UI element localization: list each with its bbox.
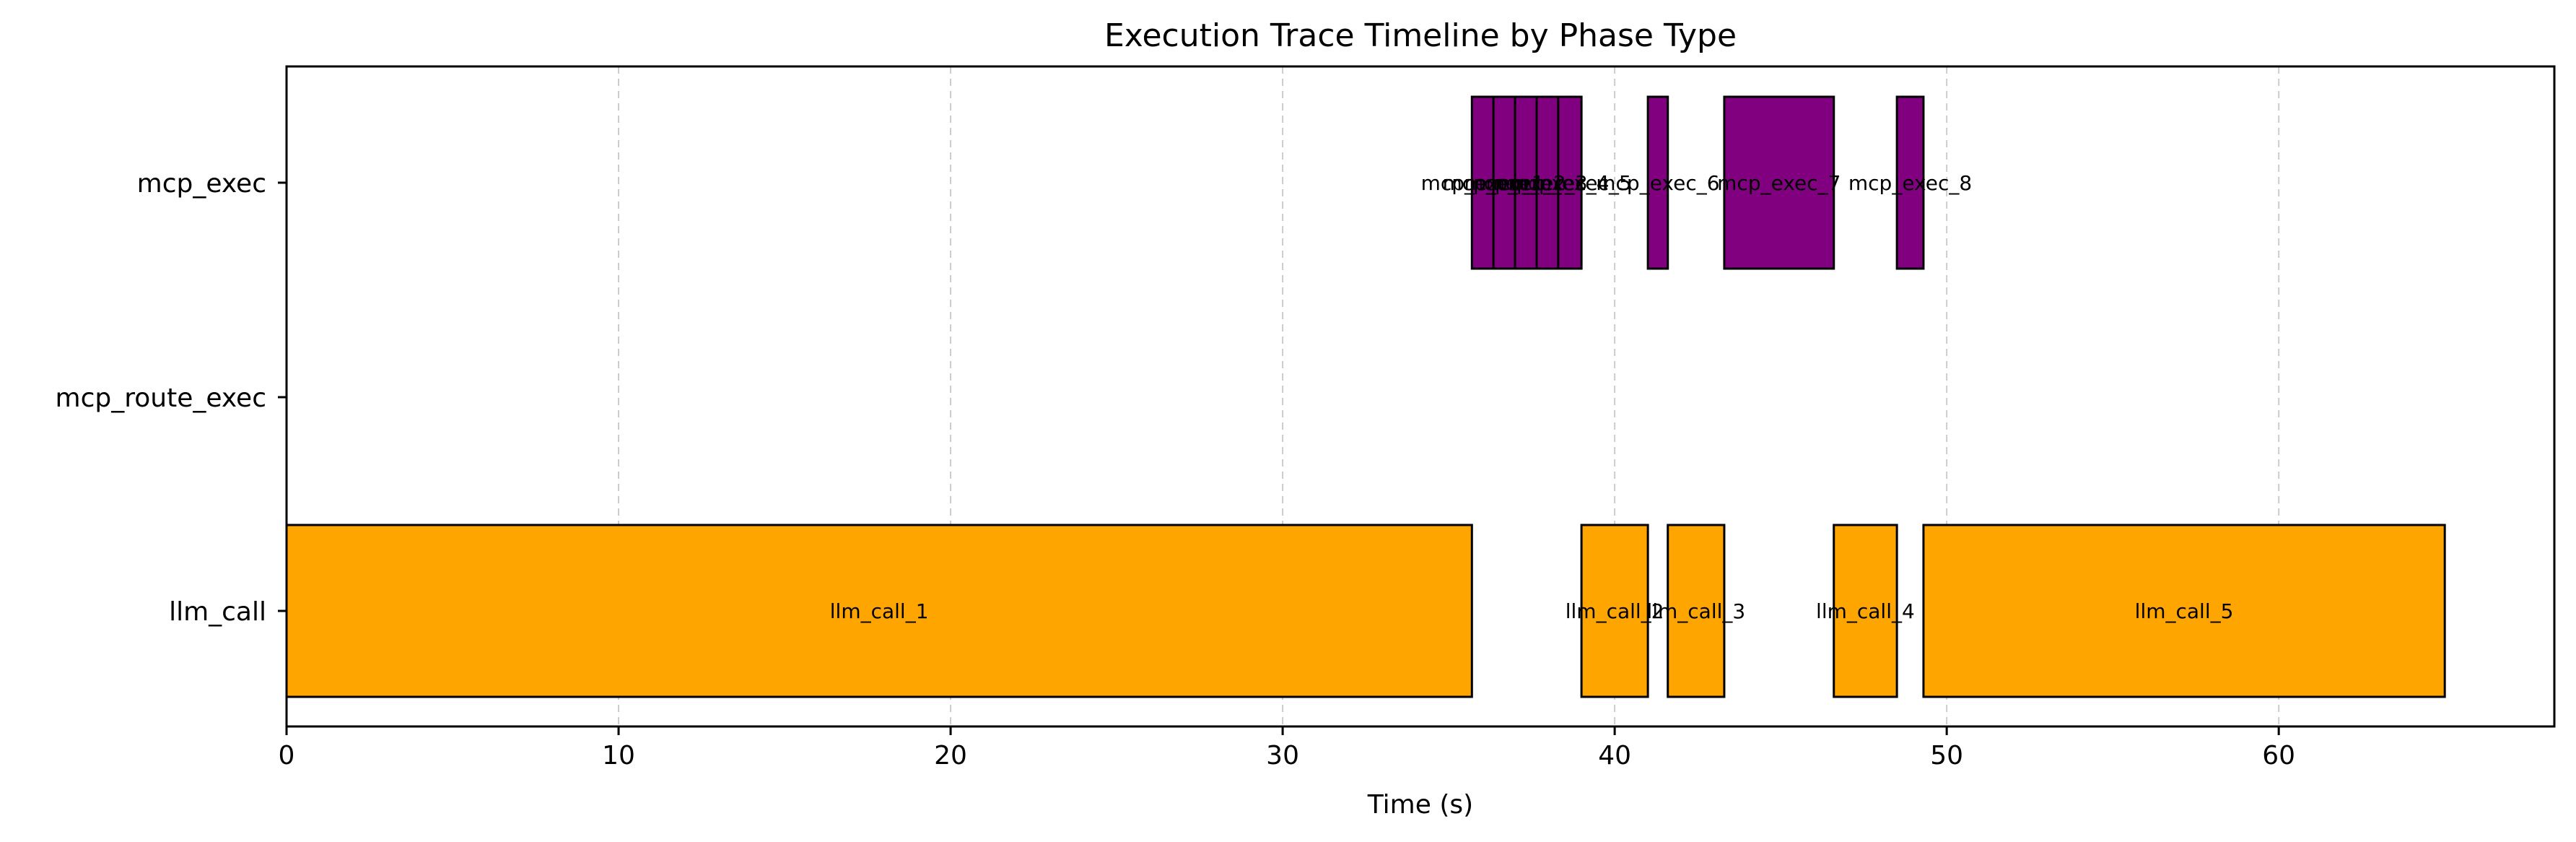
y-tick-label: mcp_route_exec (56, 383, 266, 413)
x-tick-label: 50 (1930, 741, 1963, 771)
bar-mcp_exec_7 (1723, 95, 1835, 270)
bar-mcp_exec_2 (1492, 95, 1516, 270)
bar-label-llm_call_2: llm_call_2 (1566, 599, 1664, 623)
x-tick-label: 60 (2262, 741, 2295, 771)
bar-label-mcp_exec_2: mcp_exec_2 (1442, 171, 1566, 195)
x-tick-label: 0 (279, 741, 295, 771)
bar-label-llm_call_4: llm_call_4 (1816, 599, 1915, 623)
bar-llm_call_4 (1833, 524, 1898, 698)
bar-label-mcp_exec_8: mcp_exec_8 (1848, 171, 1972, 195)
bar-label-mcp_exec_7: mcp_exec_7 (1717, 171, 1841, 195)
bar-label-llm_call_3: llm_call_3 (1646, 599, 1745, 623)
bar-label-mcp_exec_3: mcp_exec_3 (1464, 171, 1587, 195)
bar-segments (285, 95, 2446, 698)
y-tick-label: mcp_exec (137, 169, 266, 199)
x-tick-label: 10 (602, 741, 635, 771)
chart-title: Execution Trace Timeline by Phase Type (1104, 17, 1737, 54)
bar-mcp_exec_8 (1895, 95, 1925, 270)
bar-label-mcp_exec_1: mcp_exec_1 (1421, 171, 1545, 195)
bar-label-llm_call_5: llm_call_5 (2135, 599, 2234, 623)
bar-mcp_exec_6 (1646, 95, 1669, 270)
x-tick-label: 20 (934, 741, 967, 771)
bar-llm_call_3 (1667, 524, 1726, 698)
x-tick-label: 40 (1598, 741, 1631, 771)
bar-llm_call_5 (1922, 524, 2446, 698)
bar-mcp_exec_3 (1514, 95, 1538, 270)
bar-label-llm_call_1: llm_call_1 (830, 599, 929, 623)
bar-llm_call_2 (1580, 524, 1649, 698)
bar-label-mcp_exec_6: mcp_exec_6 (1596, 171, 1719, 195)
bar-llm_call_1 (285, 524, 1473, 698)
x-axis-ticks: 0 10 20 30 40 50 60 (279, 726, 2295, 771)
y-tick-label: llm_call (169, 597, 266, 627)
x-axis-label: Time (s) (1367, 790, 1473, 820)
x-tick-label: 30 (1266, 741, 1299, 771)
y-axis-ticks: mcp_exec mcp_route_exec llm_call (56, 169, 287, 627)
bar-label-mcp_exec_5: mcp_exec_5 (1508, 171, 1631, 195)
bar-label-mcp_exec_4: mcp_exec_4 (1485, 171, 1609, 195)
bar-mcp_exec_5 (1557, 95, 1583, 270)
bar-mcp_exec_4 (1535, 95, 1560, 270)
